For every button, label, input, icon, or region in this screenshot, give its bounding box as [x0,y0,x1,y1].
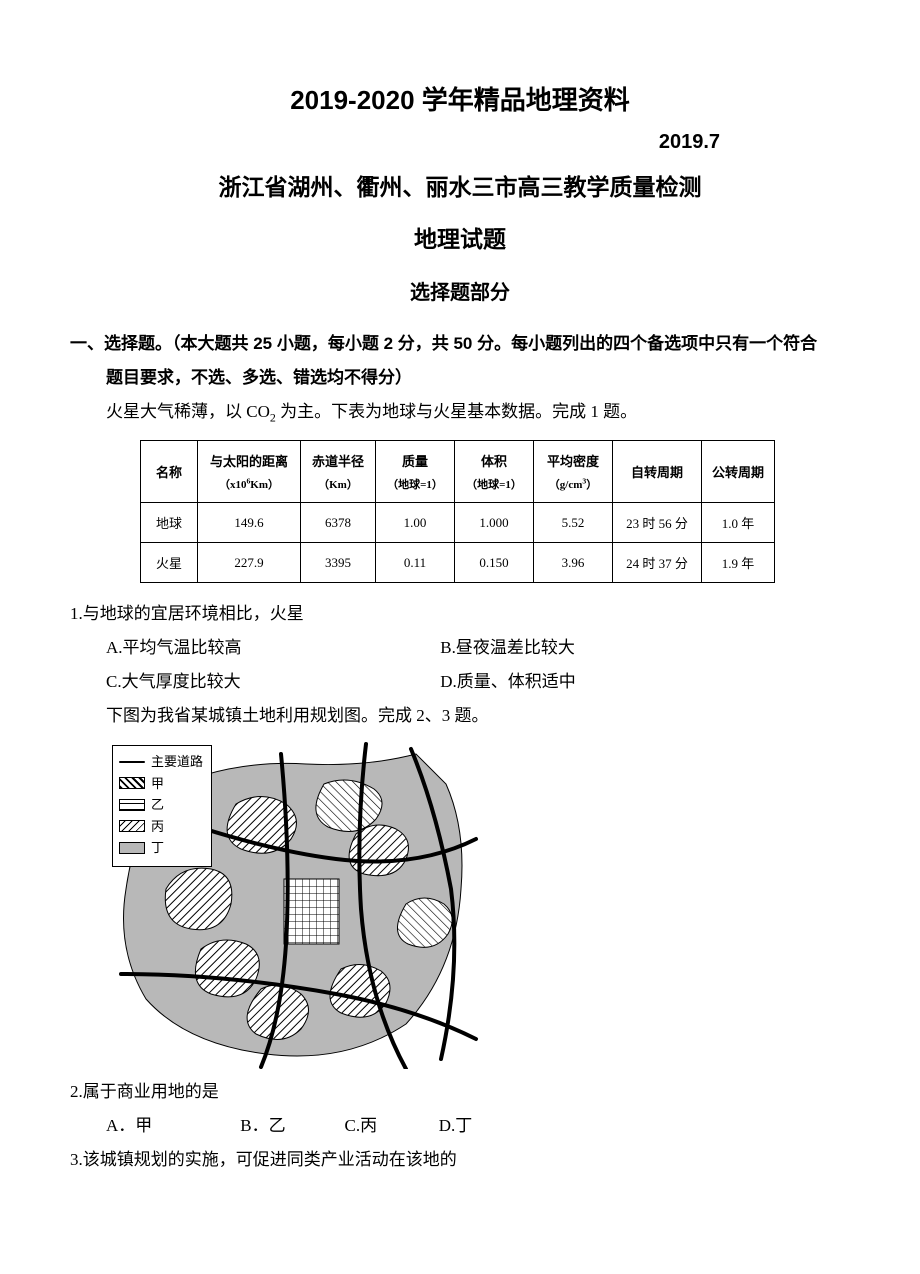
q2-opt-c: C.丙 [345,1109,435,1143]
q1-intro-post: 为主。下表为地球与火星基本数据。完成 1 题。 [276,402,637,421]
q1-options-row-2: C.大气厚度比较大 D.质量、体积适中 [70,665,850,699]
q1-opt-d: D.质量、体积适中 [440,665,576,699]
th-rot: 自转周期 [613,441,702,503]
th-name: 名称 [141,441,198,503]
cell-dens-1: 3.96 [534,543,613,583]
legend-label-bing: 丙 [151,817,164,837]
q2-opt-d: D.丁 [439,1109,473,1143]
instruction-line-2: 题目要求，不选、多选、错选均不得分） [70,361,850,395]
cell-dist-1: 227.9 [198,543,301,583]
q1-options-row-1: A.平均气温比较高 B.昼夜温差比较大 [70,631,850,665]
main-title: 2019-2020 学年精品地理资料 [70,80,850,117]
q1-opt-b: B.昼夜温差比较大 [440,631,575,665]
cell-dist-0: 149.6 [198,503,301,543]
q2-options: A．甲 B．乙 C.丙 D.丁 [70,1109,850,1143]
doc-subtitle-1: 浙江省湖州、衢州、丽水三市高三教学质量检测 [70,168,850,202]
cell-name-1: 火星 [141,543,198,583]
th-rev: 公转周期 [702,441,775,503]
q2-intro: 下图为我省某城镇土地利用规划图。完成 2、3 题。 [70,699,850,733]
legend-swatch-bing [119,820,145,832]
landuse-map: 主要道路 甲 乙 丙 丁 [106,739,486,1069]
cell-mass-1: 0.11 [376,543,455,583]
table-row: 火星 227.9 3395 0.11 0.150 3.96 24 时 37 分 … [141,543,775,583]
legend-label-ding: 丁 [151,838,164,858]
zone-yi [284,879,339,944]
cell-dens-0: 5.52 [534,503,613,543]
cell-rot-1: 24 时 37 分 [613,543,702,583]
instruction-line-1: 一、选择题。（本大题共 25 小题，每小题 2 分，共 50 分。每小题列出的四… [70,327,850,361]
q1-intro-pre: 火星大气稀薄，以 CO [106,402,270,421]
q1-intro: 火星大气稀薄，以 CO2 为主。下表为地球与火星基本数据。完成 1 题。 [70,395,850,430]
th-vol: 体积（地球=1） [455,441,534,503]
cell-vol-1: 0.150 [455,543,534,583]
cell-rad-1: 3395 [301,543,376,583]
legend-swatch-ding [119,842,145,854]
q3-stem: 3.该城镇规划的实施，可促进同类产业活动在该地的 [70,1143,850,1177]
cell-rad-0: 6378 [301,503,376,543]
q2-opt-b: B．乙 [240,1109,340,1143]
map-legend: 主要道路 甲 乙 丙 丁 [112,745,212,867]
th-dist: 与太阳的距离 （x106Km） [198,441,301,503]
cell-rot-0: 23 时 56 分 [613,503,702,543]
legend-swatch-jia [119,777,145,789]
legend-swatch-yi [119,799,145,811]
th-dens: 平均密度 （g/cm3） [534,441,613,503]
cell-rev-1: 1.9 年 [702,543,775,583]
cell-rev-0: 1.0 年 [702,503,775,543]
cell-name-0: 地球 [141,503,198,543]
q2-stem: 2.属于商业用地的是 [70,1075,850,1109]
legend-label-road: 主要道路 [151,752,203,772]
legend-swatch-road [119,761,145,763]
doc-subtitle-2: 地理试题 [70,220,850,254]
q1-stem: 1.与地球的宜居环境相比，火星 [70,597,850,631]
th-rad: 赤道半径（Km） [301,441,376,503]
doc-date: 2019.7 [70,131,850,154]
cell-vol-0: 1.000 [455,503,534,543]
section-header: 选择题部分 [70,276,850,305]
table-header-row: 名称 与太阳的距离 （x106Km） 赤道半径（Km） 质量（地球=1） 体积（… [141,441,775,503]
planet-table: 名称 与太阳的距离 （x106Km） 赤道半径（Km） 质量（地球=1） 体积（… [140,440,775,583]
legend-label-yi: 乙 [151,795,164,815]
table-row: 地球 149.6 6378 1.00 1.000 5.52 23 时 56 分 … [141,503,775,543]
legend-label-jia: 甲 [151,774,164,794]
th-mass: 质量（地球=1） [376,441,455,503]
cell-mass-0: 1.00 [376,503,455,543]
q1-opt-c: C.大气厚度比较大 [106,665,436,699]
q1-opt-a: A.平均气温比较高 [106,631,436,665]
q2-opt-a: A．甲 [106,1109,236,1143]
